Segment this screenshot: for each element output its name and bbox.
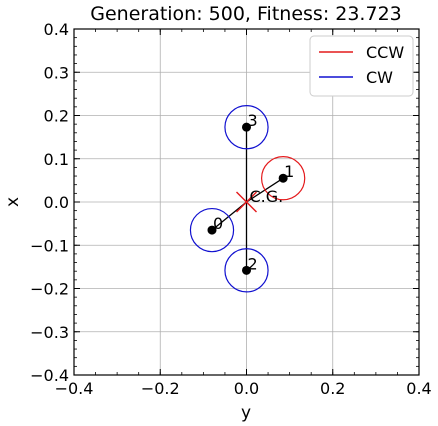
y-tick-label: 0.4 bbox=[44, 20, 69, 39]
rotor-label-3: 3 bbox=[248, 111, 258, 130]
chart-title: Generation: 500, Fitness: 23.723 bbox=[90, 3, 402, 25]
rotor-arm-0 bbox=[211, 201, 247, 231]
x-tick-label: 0.2 bbox=[320, 379, 345, 398]
rotor-label-0: 0 bbox=[213, 214, 223, 233]
y-tick-label: −0.2 bbox=[30, 280, 69, 299]
cg-label: C.G. bbox=[250, 187, 284, 206]
y-tick-label: −0.1 bbox=[30, 236, 69, 255]
y-tick-label: 0.0 bbox=[44, 193, 69, 212]
x-tick-label: −0.4 bbox=[55, 379, 94, 398]
rotor-hub-2 bbox=[242, 265, 251, 275]
x-tick-label: 0.0 bbox=[234, 379, 259, 398]
rotor-circle-0 bbox=[189, 207, 235, 253]
x-tick-label: −0.2 bbox=[141, 379, 180, 398]
rotor-hub-3 bbox=[242, 122, 251, 132]
rotor-hub-1 bbox=[278, 173, 288, 183]
x-axis-label: y bbox=[241, 403, 251, 423]
y-tick-label: 0.2 bbox=[44, 107, 69, 126]
rotor-circles bbox=[189, 105, 306, 293]
legend-box bbox=[309, 35, 414, 97]
y-axis-label: x bbox=[3, 197, 23, 207]
rotor-circle-2 bbox=[224, 248, 269, 293]
rotor-arms bbox=[211, 127, 284, 271]
y-tick-label: −0.3 bbox=[30, 323, 69, 342]
rotor-nodes: 0 1 2 3 bbox=[207, 111, 294, 275]
rotor-circle-1 bbox=[260, 156, 306, 201]
rotor-circle-3 bbox=[224, 105, 269, 150]
y-tick-label: −0.4 bbox=[30, 366, 69, 385]
x-tick-label: 0.4 bbox=[406, 379, 431, 398]
y-tick-label: 0.3 bbox=[44, 63, 69, 82]
axis-ticks: −0.4 −0.2 0.0 0.2 0.4 −0.4 −0.3 −0.2 −0.1 0.0 0.1 0… bbox=[30, 20, 432, 398]
plot-frame bbox=[73, 28, 420, 376]
cg-marker-stroke-b bbox=[236, 191, 257, 213]
legend-label-cw: CW bbox=[366, 68, 393, 87]
rotor-label-2: 2 bbox=[248, 254, 258, 273]
legend: CCW CW bbox=[309, 35, 414, 97]
y-tick-label: 0.1 bbox=[44, 150, 69, 169]
rotor-hub-0 bbox=[207, 225, 217, 235]
center-of-gravity: C.G. bbox=[236, 187, 284, 213]
rotor-label-1: 1 bbox=[284, 162, 294, 181]
legend-label-ccw: CCW bbox=[366, 43, 404, 62]
